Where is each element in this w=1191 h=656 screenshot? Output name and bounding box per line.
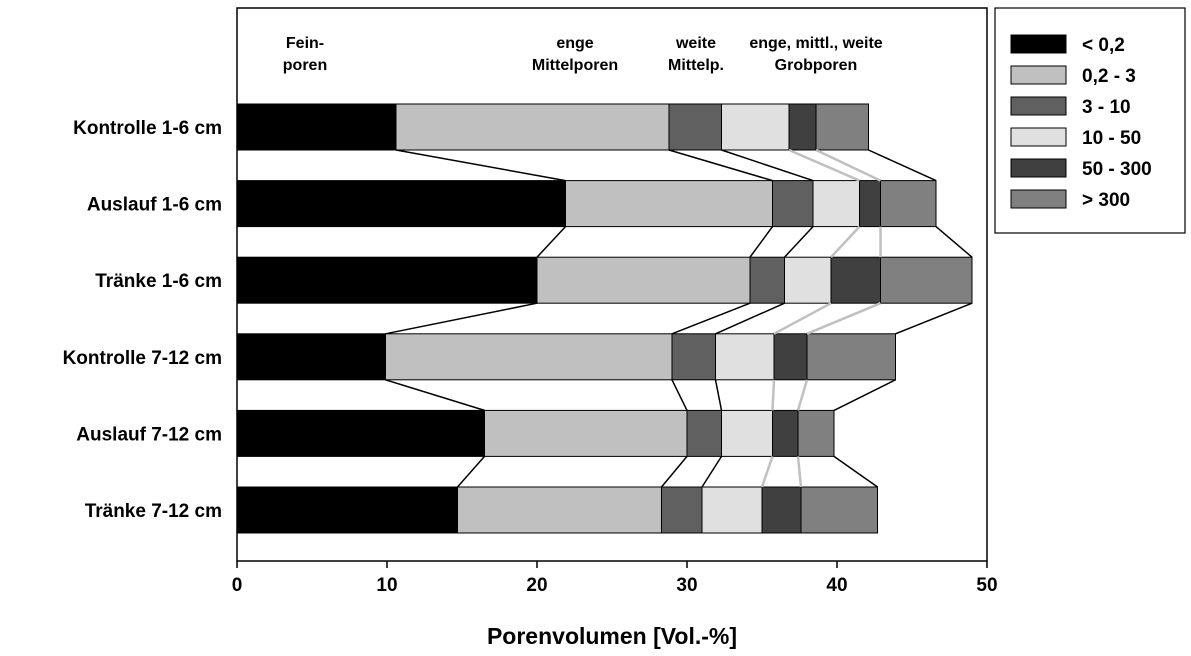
bar-segment <box>715 333 775 381</box>
y-tick-label: Auslauf 7-12 cm <box>76 424 222 445</box>
connector <box>815 148 882 182</box>
connector <box>385 302 538 335</box>
bar-segment <box>806 333 896 381</box>
bar-segment <box>772 409 799 457</box>
connector <box>788 148 860 182</box>
connector <box>806 302 881 335</box>
bar-segment <box>686 409 722 457</box>
bar-segment <box>859 180 881 228</box>
annotation: Mittelp. <box>668 57 724 74</box>
connector <box>796 456 803 488</box>
connector <box>671 302 751 335</box>
connector <box>701 455 723 488</box>
connector <box>783 226 814 258</box>
legend-swatch <box>1010 34 1067 54</box>
bar-segment <box>721 409 773 457</box>
bar-segment <box>536 256 751 304</box>
connector <box>668 149 773 182</box>
connector <box>660 455 688 488</box>
bar-segment <box>236 103 397 151</box>
connector <box>796 379 809 411</box>
bar-segment <box>385 333 673 381</box>
bar-segment <box>721 103 790 151</box>
bar-segment <box>457 486 662 534</box>
x-tick-label: 20 <box>526 575 547 596</box>
bar-segment <box>772 180 814 228</box>
connector <box>833 455 878 488</box>
bar-segment <box>236 409 485 457</box>
annotation: Grobporen <box>775 57 858 74</box>
x-tick-label: 30 <box>676 575 697 596</box>
bar-segment <box>880 256 973 304</box>
x-tick-label: 10 <box>376 575 397 596</box>
y-tick-label: Auslauf 1-6 cm <box>87 195 222 216</box>
bar-segment <box>830 256 881 304</box>
bar-segment <box>784 256 832 304</box>
connector <box>760 455 774 488</box>
legend-label: 10 - 50 <box>1082 128 1141 149</box>
annotation: poren <box>283 57 327 74</box>
y-tick-label: Tränke 7-12 cm <box>85 501 222 522</box>
legend-swatch <box>1010 65 1067 85</box>
bar-segment <box>565 180 773 228</box>
x-tick-label: 50 <box>976 575 997 596</box>
legend-label: 0,2 - 3 <box>1082 66 1136 87</box>
connector <box>671 379 688 411</box>
connector <box>830 225 861 259</box>
x-tick-label: 0 <box>232 575 243 596</box>
connector <box>536 226 567 258</box>
connector <box>715 302 785 335</box>
bar-segment <box>236 486 458 534</box>
connector <box>771 379 776 411</box>
legend-label: < 0,2 <box>1082 35 1125 56</box>
connector <box>385 379 485 412</box>
connector <box>868 149 937 182</box>
bar-segment <box>668 103 722 151</box>
legend-label: > 300 <box>1082 190 1130 211</box>
legend-swatch <box>1010 189 1067 209</box>
bar-segment <box>661 486 703 534</box>
y-tick-label: Kontrolle 1-6 cm <box>73 118 222 139</box>
bar-segment <box>671 333 716 381</box>
legend-label: 50 - 300 <box>1082 159 1152 180</box>
annotation: Fein- <box>286 35 324 52</box>
annotation: enge, mittl., weite <box>749 35 882 52</box>
legend-label: 3 - 10 <box>1082 97 1131 118</box>
connector <box>714 379 723 411</box>
bar-segment <box>761 486 802 534</box>
bar-segment <box>236 333 386 381</box>
connector <box>721 149 814 182</box>
bar-segment <box>812 180 860 228</box>
connector <box>395 149 566 182</box>
bar-segment <box>236 256 538 304</box>
connector <box>833 379 896 412</box>
legend-swatch <box>1010 158 1067 178</box>
y-tick-label: Kontrolle 7-12 cm <box>63 348 222 369</box>
connector <box>935 226 973 258</box>
bar-segment <box>236 180 566 228</box>
bar-segment <box>788 103 817 151</box>
x-axis-label: Porenvolumen [Vol.-%] <box>487 623 737 649</box>
bar-segment <box>701 486 763 534</box>
y-tick-label: Tränke 1-6 cm <box>95 271 222 292</box>
annotation: Mittelporen <box>532 57 618 74</box>
connector <box>749 226 774 258</box>
annotation: weite <box>675 35 716 52</box>
bar-segment <box>484 409 688 457</box>
connector <box>895 302 973 335</box>
bar-segment <box>395 103 670 151</box>
bar-segment <box>815 103 869 151</box>
connector <box>456 455 486 488</box>
legend-swatch <box>1010 127 1067 147</box>
annotation: enge <box>556 35 593 52</box>
legend-swatch <box>1010 96 1067 116</box>
x-tick-label: 40 <box>826 575 847 596</box>
bar-segment <box>749 256 785 304</box>
bar-segment <box>800 486 878 534</box>
bar-segment <box>773 333 808 381</box>
bar-segment <box>880 180 937 228</box>
connector <box>773 302 832 335</box>
bar-segment <box>797 409 835 457</box>
